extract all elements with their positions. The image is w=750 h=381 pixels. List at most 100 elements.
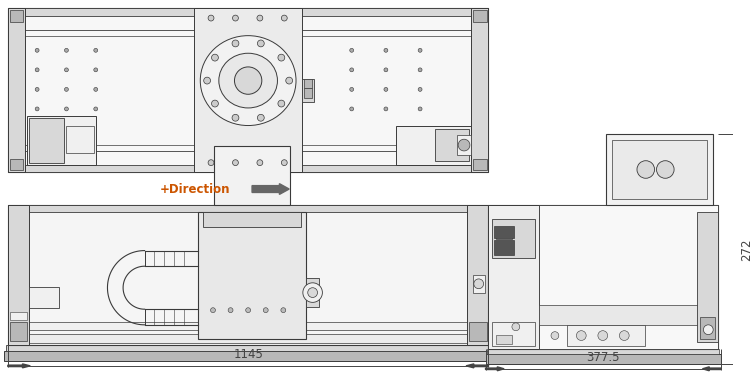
Bar <box>485 354 721 364</box>
FancyArrow shape <box>485 367 504 371</box>
Bar <box>494 226 514 238</box>
Text: 1145: 1145 <box>233 348 263 361</box>
Circle shape <box>278 54 285 61</box>
Circle shape <box>228 308 233 313</box>
Bar <box>567 325 645 346</box>
Bar <box>8 8 488 173</box>
Circle shape <box>208 15 214 21</box>
Bar <box>493 322 536 346</box>
Bar <box>6 345 490 351</box>
Bar <box>458 135 471 155</box>
Bar <box>472 159 487 170</box>
Circle shape <box>384 48 388 52</box>
FancyArrow shape <box>252 184 290 194</box>
Circle shape <box>384 68 388 72</box>
Circle shape <box>704 325 713 335</box>
Bar <box>496 205 710 213</box>
Bar <box>396 125 471 165</box>
Bar <box>496 227 512 239</box>
Circle shape <box>419 87 422 91</box>
Circle shape <box>235 67 262 94</box>
Bar <box>10 322 27 341</box>
Circle shape <box>94 107 98 111</box>
Text: +Direction: +Direction <box>160 182 231 195</box>
FancyArrow shape <box>703 367 721 371</box>
Bar <box>472 10 487 22</box>
Bar <box>496 242 512 253</box>
Bar <box>10 10 23 22</box>
Bar <box>26 8 471 16</box>
Circle shape <box>232 15 238 21</box>
Bar <box>8 8 26 173</box>
Circle shape <box>384 107 388 111</box>
Circle shape <box>35 68 39 72</box>
Circle shape <box>211 54 218 61</box>
Circle shape <box>419 48 422 52</box>
Circle shape <box>419 107 422 111</box>
Bar <box>700 317 715 338</box>
Circle shape <box>64 107 68 111</box>
Bar <box>467 205 488 345</box>
Circle shape <box>232 160 238 166</box>
Circle shape <box>246 308 250 313</box>
Bar <box>539 205 718 349</box>
Bar <box>194 8 302 173</box>
Text: 272: 272 <box>740 239 750 261</box>
Bar <box>214 146 290 205</box>
FancyArrow shape <box>734 134 737 153</box>
Circle shape <box>64 48 68 52</box>
Circle shape <box>257 160 262 166</box>
Circle shape <box>257 40 264 47</box>
Circle shape <box>94 68 98 72</box>
Circle shape <box>94 87 98 91</box>
FancyArrow shape <box>734 345 737 364</box>
Bar <box>203 213 301 227</box>
Bar <box>493 219 536 258</box>
Bar <box>469 322 487 341</box>
Circle shape <box>204 77 211 84</box>
Bar <box>697 213 718 343</box>
Circle shape <box>350 107 354 111</box>
Circle shape <box>35 48 39 52</box>
Circle shape <box>35 87 39 91</box>
Bar <box>488 205 718 349</box>
Circle shape <box>257 114 264 121</box>
Bar <box>4 351 493 361</box>
Circle shape <box>281 160 287 166</box>
Bar <box>13 322 482 330</box>
Bar <box>27 116 96 165</box>
Bar <box>471 8 488 173</box>
Circle shape <box>64 87 68 91</box>
Ellipse shape <box>200 36 296 125</box>
Circle shape <box>350 48 354 52</box>
Bar <box>611 140 707 199</box>
FancyArrow shape <box>466 364 488 368</box>
Bar <box>8 205 488 345</box>
Circle shape <box>208 160 214 166</box>
Bar <box>220 154 284 197</box>
Circle shape <box>656 161 674 178</box>
Circle shape <box>577 331 586 341</box>
FancyArrow shape <box>8 364 30 368</box>
Circle shape <box>232 40 239 47</box>
Bar <box>488 205 539 349</box>
Bar <box>304 88 312 98</box>
Bar <box>10 312 27 320</box>
Bar <box>435 130 469 161</box>
Bar <box>8 205 29 345</box>
Bar <box>304 78 312 88</box>
Circle shape <box>419 68 422 72</box>
Circle shape <box>35 107 39 111</box>
Bar <box>26 165 471 173</box>
Bar <box>306 278 320 307</box>
Circle shape <box>620 331 629 341</box>
Circle shape <box>211 308 215 313</box>
Circle shape <box>94 48 98 52</box>
Circle shape <box>458 139 470 151</box>
Bar <box>13 334 482 343</box>
Circle shape <box>278 100 285 107</box>
Bar <box>494 240 514 256</box>
Circle shape <box>286 77 292 84</box>
Circle shape <box>64 68 68 72</box>
Circle shape <box>637 161 655 178</box>
